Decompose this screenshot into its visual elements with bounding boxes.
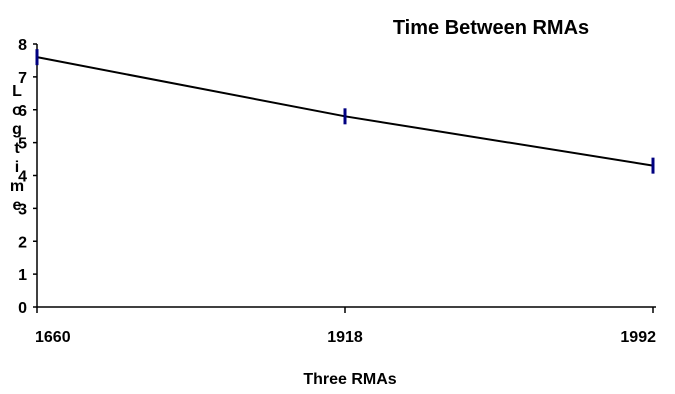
x-tick-label: 1660 [35, 329, 71, 346]
y-axis-label-char: g [12, 121, 22, 138]
y-axis-label-char: m [10, 178, 24, 195]
y-axis-label-char: t [14, 140, 20, 157]
x-axis-label: Three RMAs [303, 371, 396, 388]
y-tick-label: 2 [18, 234, 27, 251]
y-axis-label-char: e [13, 197, 22, 214]
x-tick-label: 1918 [327, 329, 363, 346]
y-axis-label-char: i [15, 159, 19, 176]
y-tick-label: 5 [18, 136, 27, 153]
y-tick-label: 0 [18, 300, 27, 317]
y-tick-label: 4 [18, 169, 27, 186]
series-layer [35, 49, 655, 174]
y-tick-label: 1 [18, 267, 27, 284]
chart-title: Time Between RMAs [393, 17, 589, 39]
x-ticks: 1660 1918 1992 [35, 307, 656, 346]
y-axis-label-char: L [12, 83, 22, 100]
y-ticks: 0 1 2 3 4 5 6 7 8 [18, 37, 37, 317]
x-tick-label: 1992 [620, 329, 656, 346]
y-tick-label: 8 [18, 37, 27, 54]
y-tick-label: 6 [18, 103, 27, 120]
axes [36, 44, 656, 308]
y-tick-label: 7 [18, 70, 27, 87]
y-tick-label: 3 [18, 201, 27, 218]
y-axis-label-char: o [12, 102, 22, 119]
